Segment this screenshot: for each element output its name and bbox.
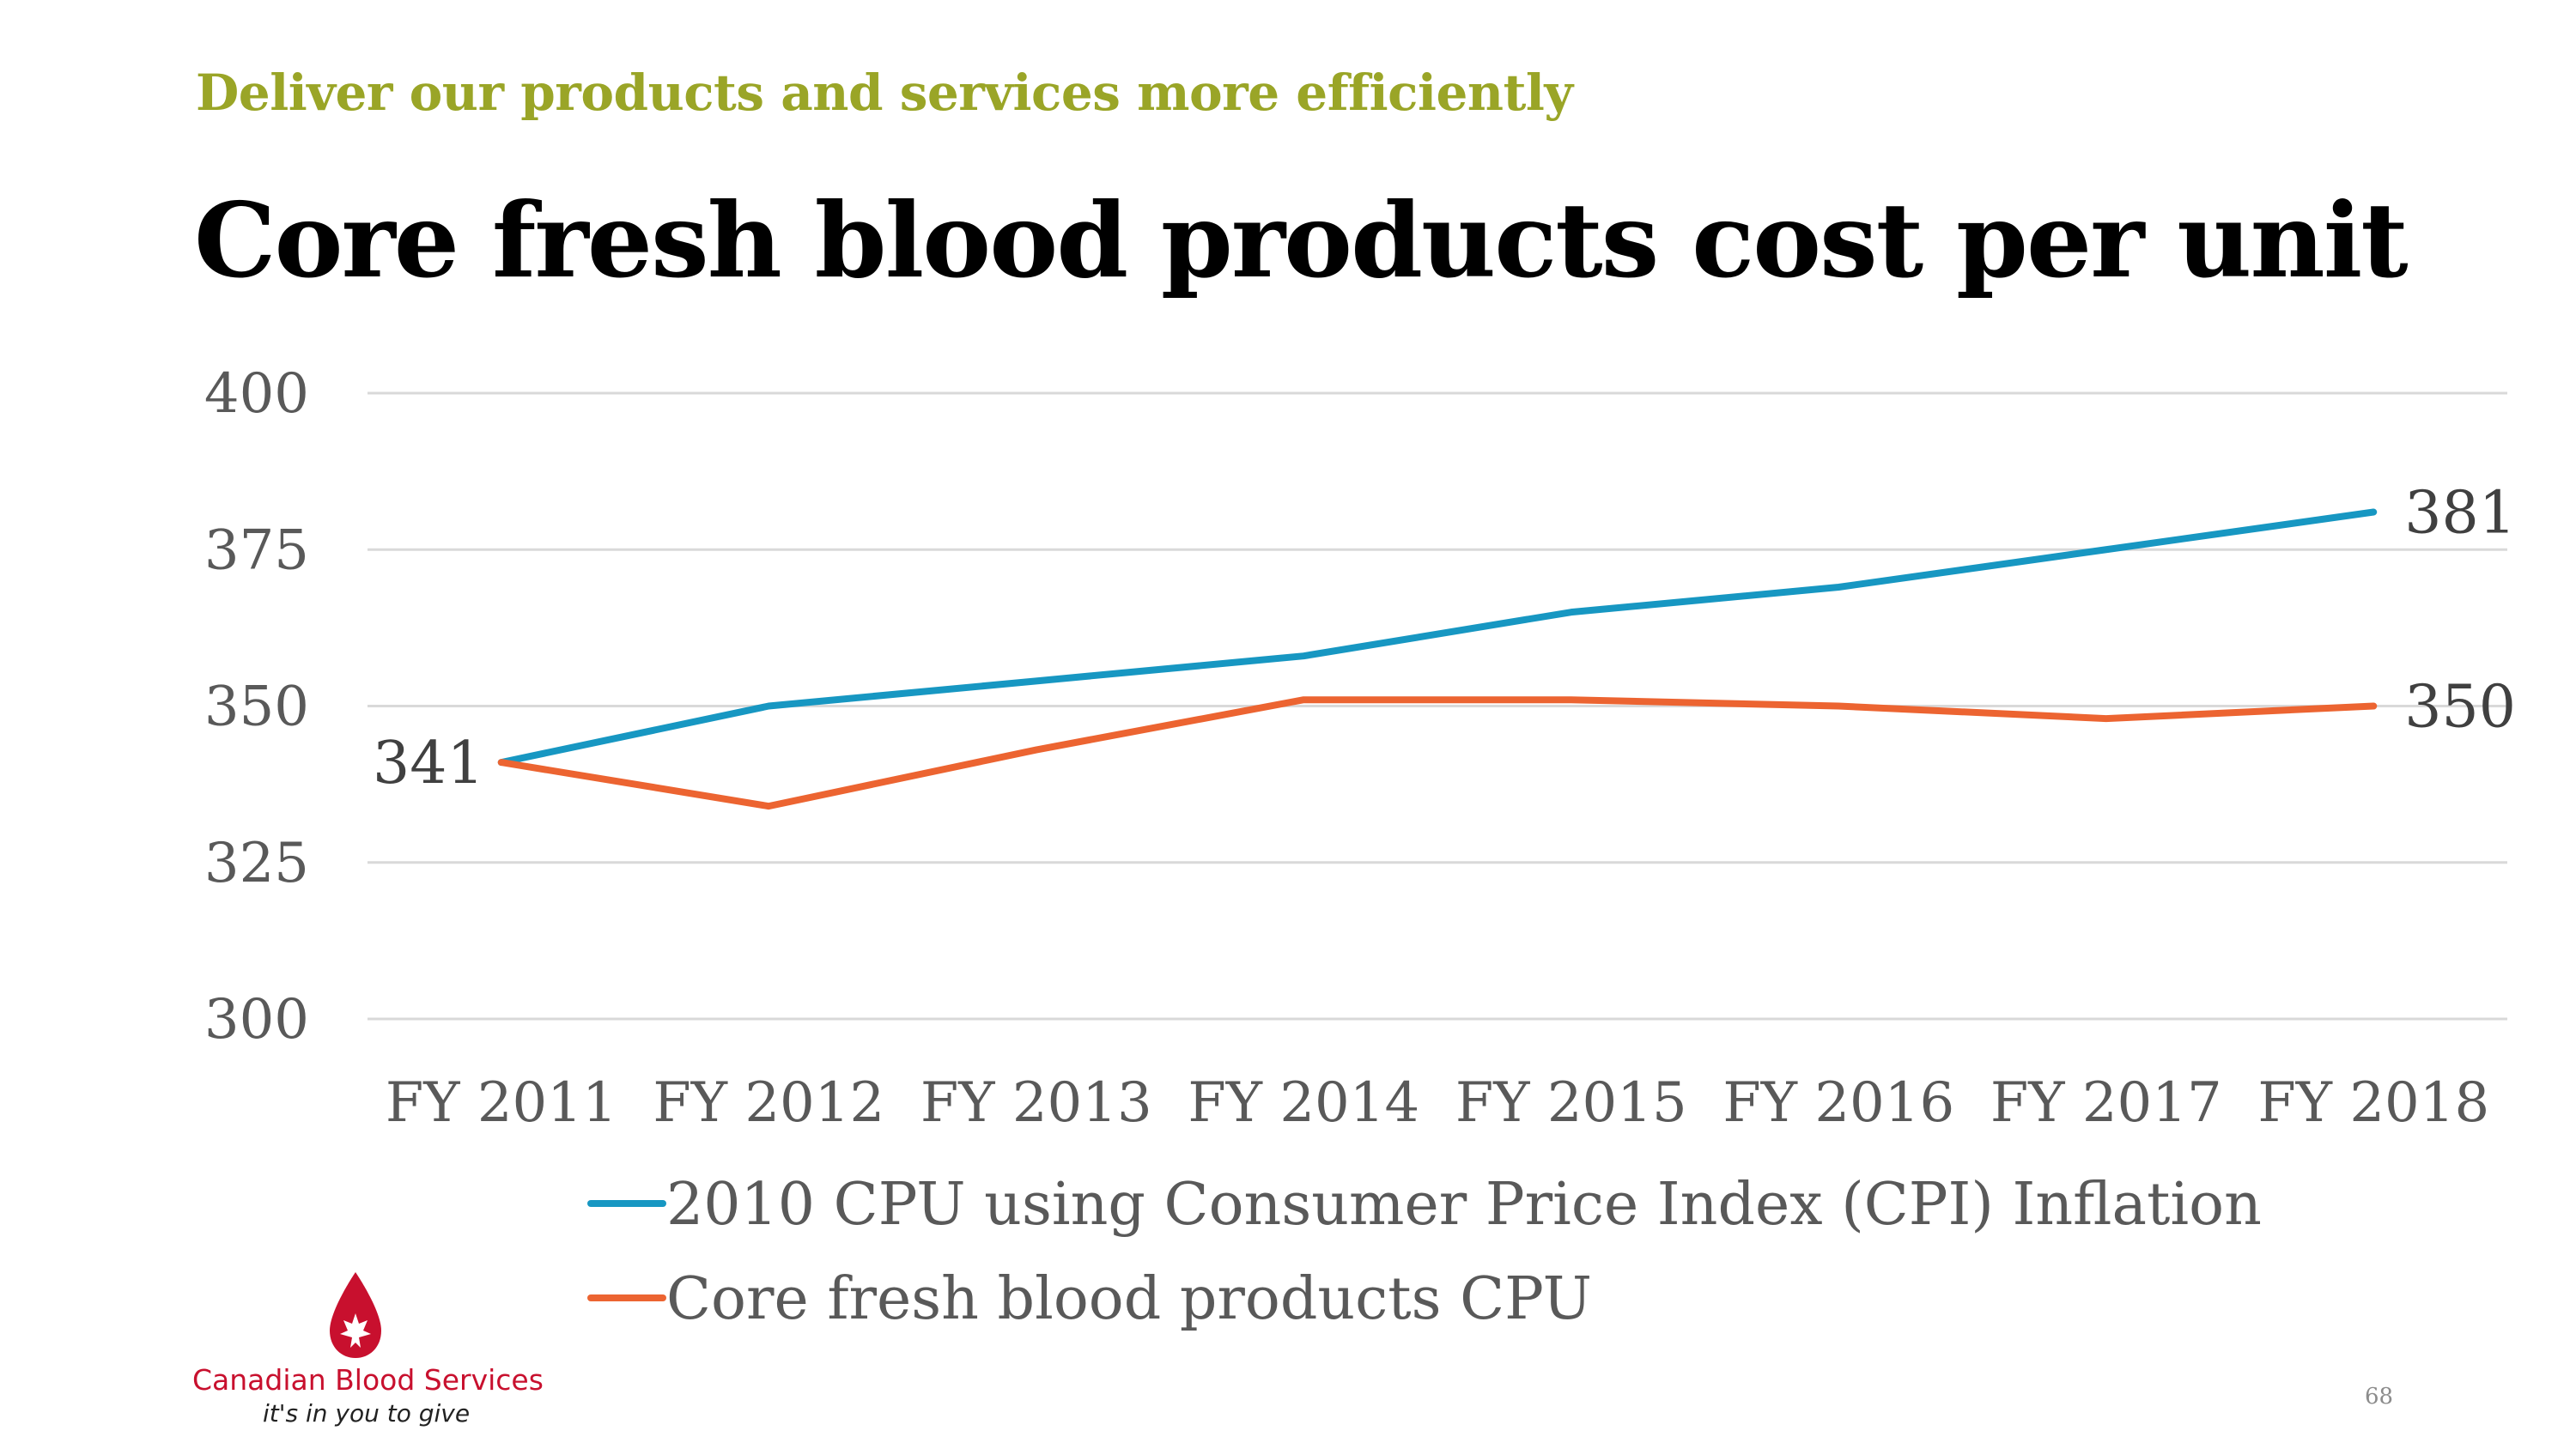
gridlines: [368, 391, 2507, 1021]
y-tick-label: 325: [204, 832, 309, 895]
y-tick-label: 375: [204, 518, 309, 582]
x-tick-label: FY 2013: [920, 1071, 1152, 1135]
data-label-end-series-1: 381: [2404, 480, 2516, 548]
x-tick-label: FY 2018: [2257, 1071, 2489, 1135]
blood-drop-icon: [330, 1272, 381, 1358]
page-number: 68: [2365, 1384, 2394, 1410]
y-tick-label: 300: [204, 988, 309, 1052]
x-tick-label: FY 2012: [653, 1071, 884, 1135]
logo-name: Canadian Blood Services: [192, 1363, 544, 1397]
y-tick-label: 350: [204, 676, 309, 739]
legend-label-2: Core fresh blood products CPU: [666, 1265, 1592, 1333]
slide-subtitle: Deliver our products and services more e…: [196, 64, 1573, 122]
legend: 2010 CPU using Consumer Price Index (CPI…: [587, 1171, 2262, 1333]
canadian-blood-services-logo: Canadian Blood Services it's in you to g…: [184, 1269, 544, 1432]
series-lines: [497, 508, 2378, 810]
logo-tagline: it's in you to give: [263, 1399, 471, 1428]
slide-title: Core fresh blood products cost per unit: [194, 180, 2409, 301]
data-label-start: 341: [373, 730, 484, 797]
series-line-1: [497, 508, 2378, 767]
legend-label-1: 2010 CPU using Consumer Price Index (CPI…: [666, 1171, 2262, 1239]
x-tick-label: FY 2011: [386, 1071, 617, 1135]
x-tick-label: FY 2014: [1188, 1071, 1419, 1135]
y-axis-ticks: 300 325 350 375 400: [204, 362, 309, 1052]
series-line-2: [497, 696, 2378, 810]
x-axis-ticks: FY 2011 FY 2012 FY 2013 FY 2014 FY 2015 FY 20…: [386, 1071, 2489, 1135]
x-tick-label: FY 2017: [1990, 1071, 2222, 1135]
x-tick-label: FY 2016: [1722, 1071, 1954, 1135]
y-tick-label: 400: [204, 362, 309, 426]
data-labels: 341 381 350: [373, 480, 2516, 798]
x-tick-label: FY 2015: [1455, 1071, 1687, 1135]
data-label-end-series-2: 350: [2404, 674, 2516, 742]
